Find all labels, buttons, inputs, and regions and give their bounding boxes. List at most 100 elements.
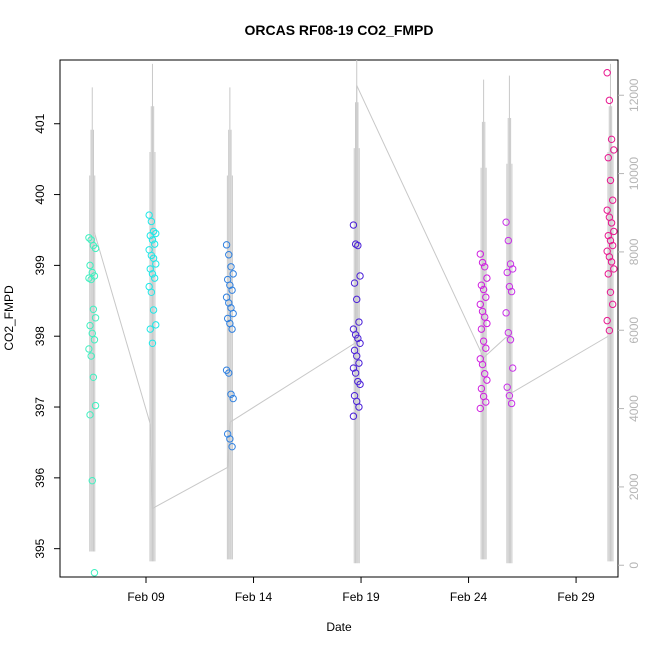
altitude-flight-4 [480,79,487,560]
plot-frame [59,59,619,578]
data-point [610,265,618,273]
data-point [146,231,154,240]
data-point [505,391,514,400]
data-point [483,274,491,282]
data-point [351,240,360,248]
data-point [228,286,236,294]
data-point [476,404,485,413]
data-point [228,442,236,451]
data-point [502,309,510,317]
data-point [147,217,156,226]
data-point [483,376,491,384]
data-point [229,270,237,278]
data-point [604,231,612,240]
altitude-flight-2 [226,87,233,560]
data-point [148,339,157,347]
data-point [481,370,489,378]
data-point [90,336,99,344]
data-point [477,281,486,289]
altitude-flight-5 [506,75,513,564]
data-point [355,318,363,326]
y-tick-label: 400 [33,184,47,204]
data-point [85,274,93,282]
x-axis: Feb 09 Feb 14 Feb 19 Feb 24 Feb 29 [127,577,595,604]
data-point [483,319,491,328]
data-point [229,309,237,318]
data-point [606,288,615,296]
data-point [349,364,358,372]
data-point [350,279,359,287]
data-point [356,339,364,347]
y2-tick-label: 4000 [627,395,641,422]
data-point [225,299,233,307]
data-point [355,403,363,411]
series-RF14 [603,69,618,335]
data-point [150,240,159,248]
data-point [90,569,99,577]
data-point [147,288,156,296]
data-point [354,334,362,343]
data-point [229,394,237,403]
data-point [503,268,511,277]
y-tick-label: 396 [33,468,47,488]
x-tick-label: Feb 09 [127,590,165,604]
data-point [607,135,616,144]
altitude-flight-0 [89,87,96,552]
y-axis-label: CO2_FMPD [2,285,16,351]
y2-axis: 0 2000 4000 6000 8000 10000 12000 [618,78,641,569]
y2-tick-label: 2000 [627,473,641,500]
series-RF13 [502,218,517,408]
x-tick-label: Feb 14 [235,590,273,604]
data-point [223,430,232,438]
data-point [349,412,358,420]
data-point [349,221,358,229]
y2-tick-label: 12000 [627,78,641,112]
series-RF11 [349,221,364,420]
data-point [356,380,364,389]
data-point [605,326,614,335]
data-point [353,295,361,304]
data-point [504,328,513,337]
data-point [91,314,100,322]
data-point [477,325,486,333]
series-RF08 [85,234,100,577]
data-point [479,337,488,345]
data-point [608,196,617,204]
data-point [479,285,488,294]
series-RF10 [222,241,237,451]
data-point [506,260,515,268]
data-point [85,234,93,242]
data-point [503,383,511,391]
y-tick-label: 398 [33,326,47,346]
data-point [225,369,233,377]
series-RF09 [145,211,160,347]
x-tick-label: Feb 19 [342,590,380,604]
x-tick-label: Feb 24 [450,590,488,604]
data-point [605,253,614,261]
data-point [88,329,96,338]
y-tick-label: 401 [33,113,47,133]
data-point [86,321,94,330]
data-point [227,263,235,271]
data-point [85,345,93,353]
data-point [354,241,362,250]
data-point [152,260,160,268]
data-point [477,384,486,393]
data-point [476,250,485,258]
altitude-trace [89,60,614,564]
data-point [89,373,98,381]
x-axis-label: Date [326,620,352,634]
data-point [509,364,517,372]
data-point [223,314,232,323]
data-point [505,282,514,291]
y-tick-label: 395 [33,538,47,558]
y-tick-label: 399 [33,255,47,275]
data-point [146,325,154,333]
data-point [606,176,615,185]
data-point [91,401,100,410]
series-RF12 [476,250,491,413]
data-point [603,69,611,77]
data-point [227,390,235,398]
